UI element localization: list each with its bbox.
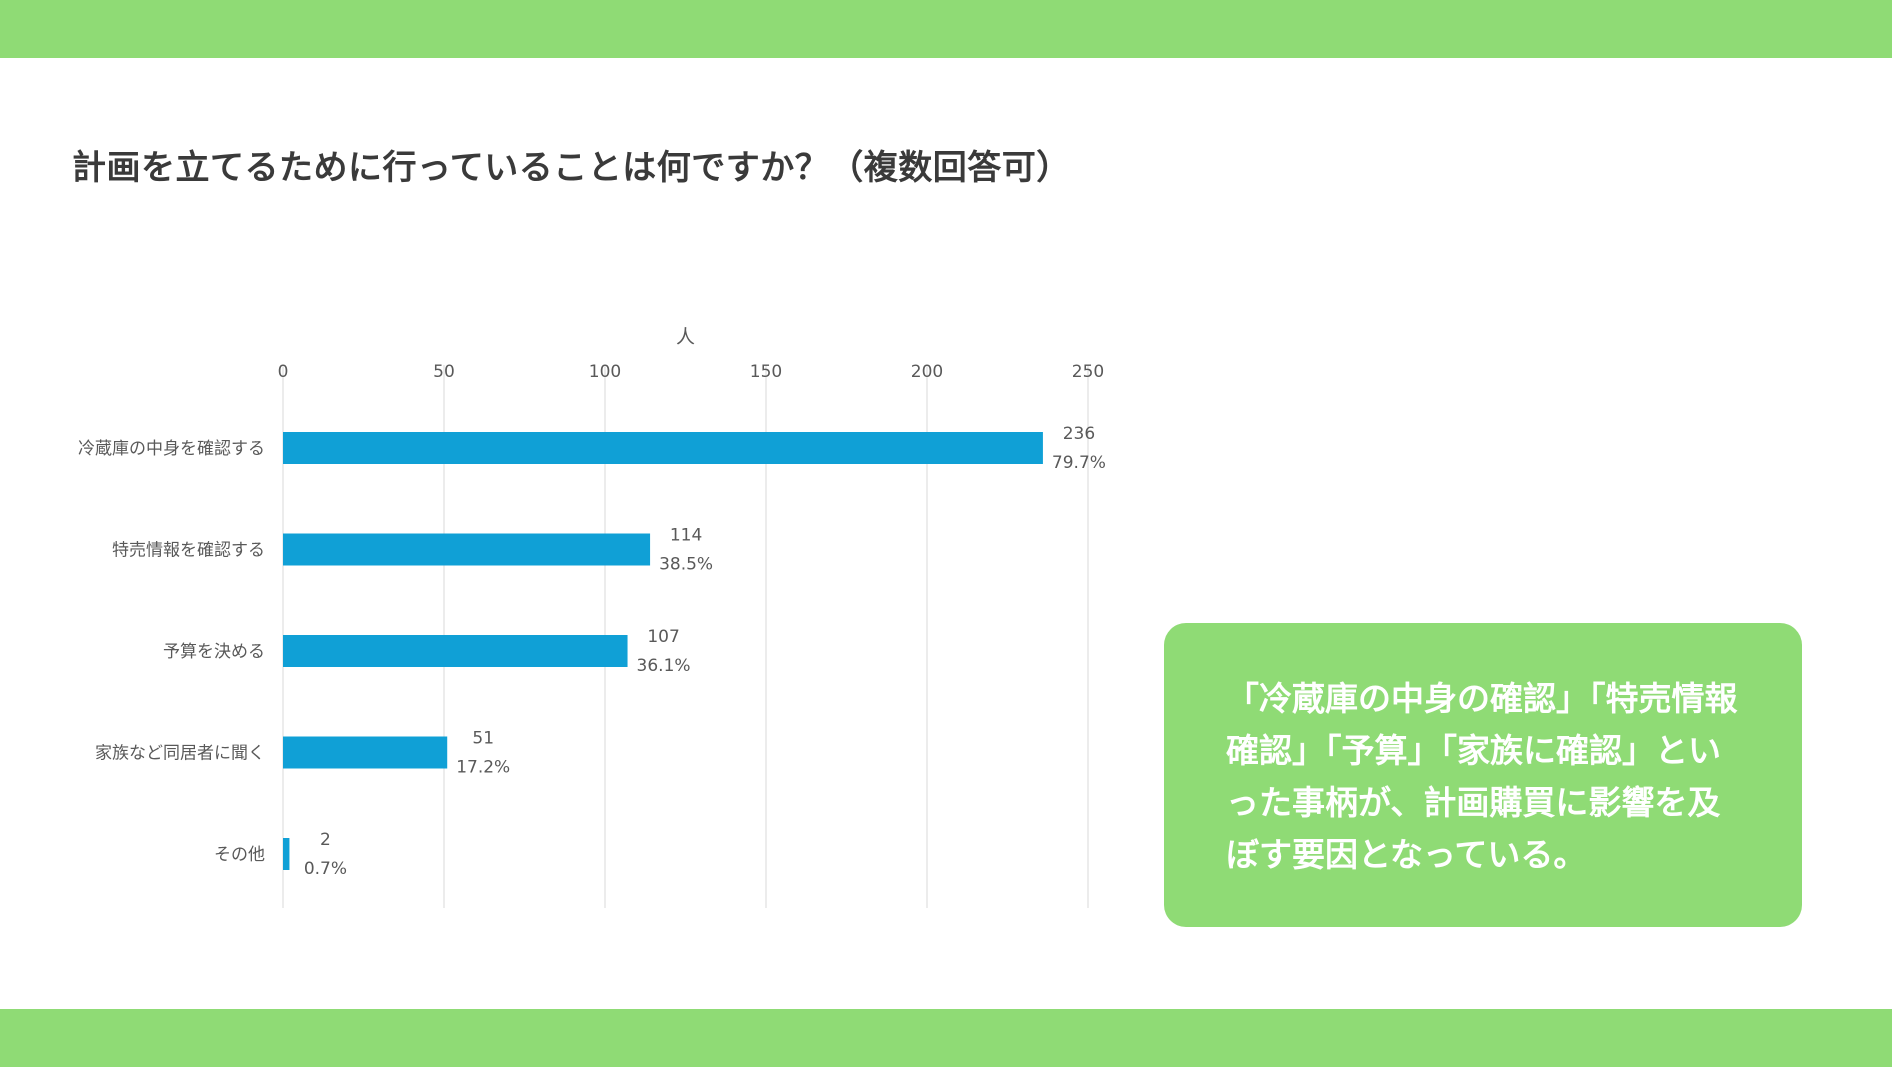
- summary-callout: 「冷蔵庫の中身の確認」「特売情報確認」「予算」「家族に確認」といった事柄が、計画…: [1164, 623, 1802, 927]
- value-label: 114: [670, 526, 702, 546]
- x-tick-label: 100: [589, 362, 621, 382]
- bottom-accent-band: [0, 1009, 1892, 1067]
- top-accent-band: [0, 0, 1892, 58]
- bar: [283, 432, 1043, 464]
- percent-label: 38.5%: [659, 555, 713, 575]
- bar-chart: 人 0 50 100 150 200 250 冷蔵庫の中身を確認する 236 79.7% 特売情報を…: [78, 326, 1106, 908]
- x-axis-label: 人: [676, 326, 695, 348]
- bar: [283, 533, 651, 566]
- value-label: 236: [1063, 424, 1095, 444]
- category-label: 家族など同居者に聞く: [95, 744, 265, 764]
- value-label: 107: [647, 627, 679, 647]
- category-label: 予算を決める: [163, 642, 265, 662]
- page-title: 計画を立てるために行っていることは何ですか？（複数回答可）: [72, 148, 1071, 188]
- summary-text: 「冷蔵庫の中身の確認」「特売情報確認」「予算」「家族に確認」といった事柄が、計画…: [1226, 679, 1738, 874]
- bar: [283, 635, 628, 667]
- x-tick-label: 200: [911, 362, 943, 382]
- percent-label: 79.7%: [1052, 453, 1106, 473]
- x-tick-label: 150: [750, 362, 782, 382]
- category-label: 特売情報を確認する: [112, 541, 265, 561]
- bar: [283, 838, 290, 870]
- percent-label: 17.2%: [456, 758, 510, 778]
- x-tick-label: 0: [278, 362, 289, 382]
- category-label: その他: [214, 845, 265, 865]
- x-tick-label: 250: [1072, 362, 1104, 382]
- percent-label: 0.7%: [304, 859, 347, 879]
- category-label: 冷蔵庫の中身を確認する: [78, 439, 265, 459]
- x-tick-label: 50: [433, 362, 455, 382]
- percent-label: 36.1%: [637, 656, 691, 676]
- value-label: 2: [320, 830, 331, 850]
- bar: [283, 736, 448, 769]
- value-label: 51: [472, 729, 494, 749]
